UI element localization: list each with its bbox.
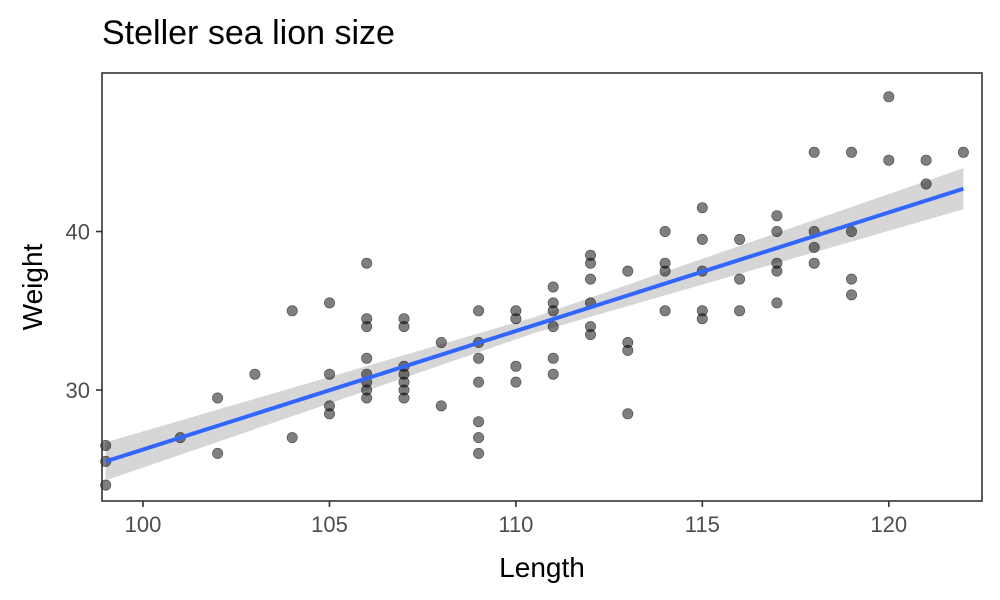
data-point — [845, 146, 857, 158]
data-point — [361, 321, 373, 333]
data-point — [771, 210, 783, 222]
data-point — [920, 154, 932, 166]
data-point — [249, 368, 261, 380]
data-point — [957, 146, 969, 158]
data-point — [920, 178, 932, 190]
data-point — [883, 154, 895, 166]
data-point — [323, 408, 335, 420]
data-point — [771, 297, 783, 309]
data-point — [361, 352, 373, 364]
data-point — [547, 281, 559, 293]
axis-ticks-layer: 100 105 110 115 120 30 40 — [66, 220, 908, 537]
y-tick-label: 40 — [66, 220, 90, 245]
data-point — [771, 226, 783, 238]
trend-line-layer — [105, 186, 964, 464]
x-axis-title: Length — [499, 552, 585, 583]
data-point — [361, 257, 373, 269]
data-point — [734, 305, 746, 317]
data-point — [659, 305, 671, 317]
data-point — [510, 313, 522, 325]
data-point — [734, 233, 746, 245]
data-point — [510, 376, 522, 388]
data-point — [473, 447, 485, 459]
data-point — [473, 376, 485, 388]
data-point — [323, 297, 335, 309]
data-points-layer — [100, 91, 969, 491]
data-point — [361, 392, 373, 404]
data-point — [622, 408, 634, 420]
data-point — [547, 352, 559, 364]
y-tick-label: 30 — [66, 378, 90, 403]
data-point — [696, 313, 708, 325]
data-point — [584, 257, 596, 269]
data-point — [212, 392, 224, 404]
x-tick-label: 100 — [125, 512, 162, 537]
data-point — [547, 305, 559, 317]
data-point — [286, 305, 298, 317]
data-point — [435, 336, 447, 348]
data-point — [696, 202, 708, 214]
data-point — [473, 305, 485, 317]
data-point — [473, 416, 485, 428]
x-tick-label: 120 — [870, 512, 907, 537]
data-point — [808, 146, 820, 158]
chart-title: Steller sea lion size — [102, 14, 395, 52]
data-point — [808, 241, 820, 253]
y-axis-title: Weight — [17, 243, 48, 330]
data-point — [286, 432, 298, 444]
data-point — [435, 400, 447, 412]
data-point — [734, 273, 746, 285]
x-tick-label: 115 — [685, 512, 720, 537]
data-point — [808, 257, 820, 269]
x-tick-label: 110 — [498, 512, 533, 537]
data-point — [696, 233, 708, 245]
data-point — [622, 265, 634, 277]
trend-line — [105, 186, 964, 464]
data-point — [510, 360, 522, 372]
data-point — [584, 329, 596, 341]
data-point — [659, 226, 671, 238]
data-point — [845, 226, 857, 238]
data-point — [547, 368, 559, 380]
data-point — [398, 392, 410, 404]
data-point — [659, 265, 671, 277]
data-point — [398, 321, 410, 333]
panel-border — [101, 72, 983, 502]
x-tick-label: 105 — [311, 512, 348, 537]
data-point — [547, 321, 559, 333]
data-point — [323, 368, 335, 380]
data-point — [100, 439, 112, 451]
data-point — [584, 273, 596, 285]
data-point — [845, 273, 857, 285]
data-point — [771, 265, 783, 277]
data-point — [473, 352, 485, 364]
data-point — [473, 432, 485, 444]
data-point — [845, 289, 857, 301]
data-point — [100, 479, 112, 491]
data-point — [883, 91, 895, 103]
data-point — [622, 344, 634, 356]
data-point — [212, 447, 224, 459]
